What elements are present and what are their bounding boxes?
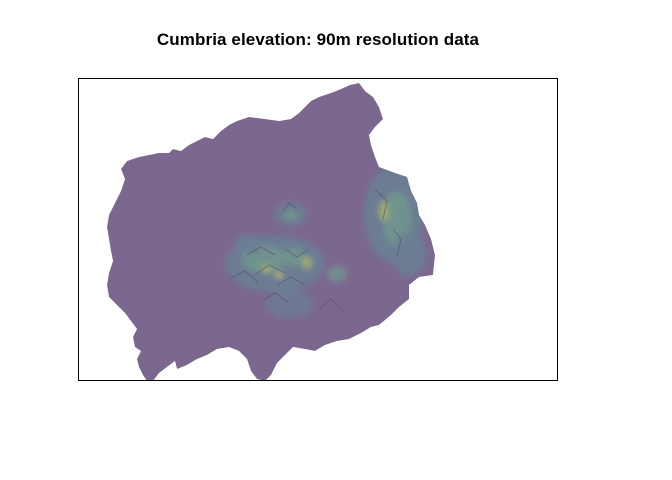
elevation-map bbox=[107, 83, 435, 380]
map-panel bbox=[78, 78, 558, 381]
terrain-texture bbox=[107, 83, 435, 380]
terrain-layer bbox=[107, 83, 435, 380]
map-title: Cumbria elevation: 90m resolution data bbox=[156, 30, 480, 49]
